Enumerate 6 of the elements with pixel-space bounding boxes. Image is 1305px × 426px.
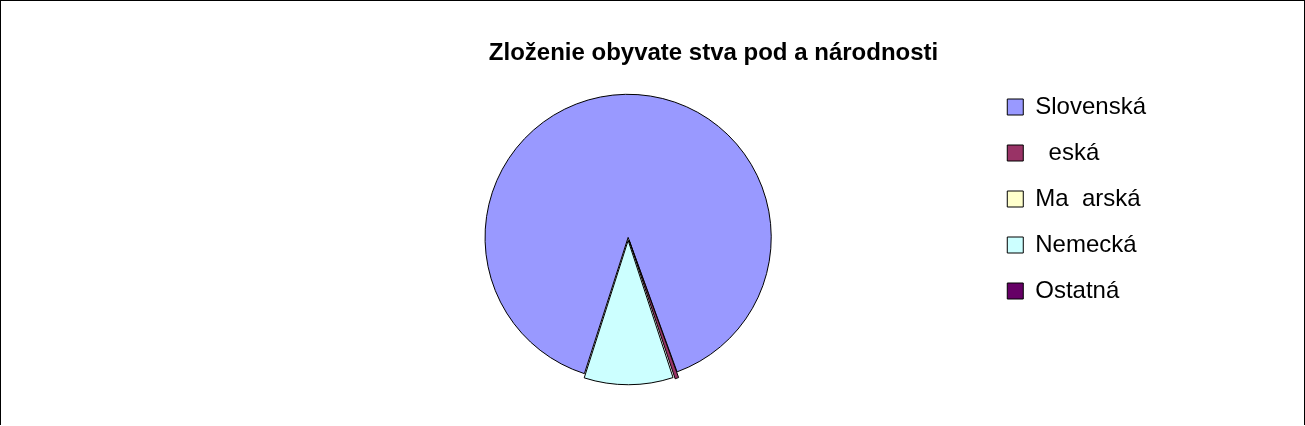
legend-label: Ma arská xyxy=(1035,183,1142,211)
legend-label: Ostatná xyxy=(1035,275,1120,303)
legend-label: eská xyxy=(1035,137,1100,165)
legend-label: Slovenská xyxy=(1035,91,1147,119)
chart-title: Zloženie obyvate stva pod a národnosti xyxy=(488,38,939,66)
legend-label: Nemecká xyxy=(1035,229,1138,257)
